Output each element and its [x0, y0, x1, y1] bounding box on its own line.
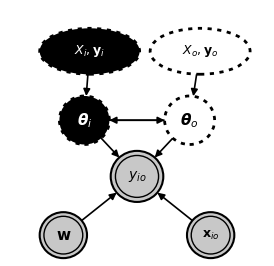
Text: $\boldsymbol{\theta}_o$: $\boldsymbol{\theta}_o$: [180, 111, 199, 130]
Ellipse shape: [150, 28, 250, 74]
Text: $\mathbf{x}_{io}$: $\mathbf{x}_{io}$: [202, 228, 219, 242]
Text: $y_{io}$: $y_{io}$: [128, 169, 146, 184]
Text: $X_i, \mathbf{y}_i$: $X_i, \mathbf{y}_i$: [74, 43, 105, 59]
Text: $\mathbf{w}$: $\mathbf{w}$: [56, 228, 71, 243]
Ellipse shape: [111, 151, 163, 202]
Ellipse shape: [44, 216, 83, 254]
Ellipse shape: [165, 96, 215, 144]
Text: $\boldsymbol{\theta}_i$: $\boldsymbol{\theta}_i$: [77, 111, 92, 130]
Ellipse shape: [191, 216, 230, 254]
Ellipse shape: [115, 155, 159, 197]
Ellipse shape: [187, 212, 234, 258]
Ellipse shape: [59, 96, 109, 144]
Ellipse shape: [40, 28, 140, 74]
Text: $X_o, \mathbf{y}_o$: $X_o, \mathbf{y}_o$: [182, 43, 218, 59]
Ellipse shape: [40, 212, 87, 258]
